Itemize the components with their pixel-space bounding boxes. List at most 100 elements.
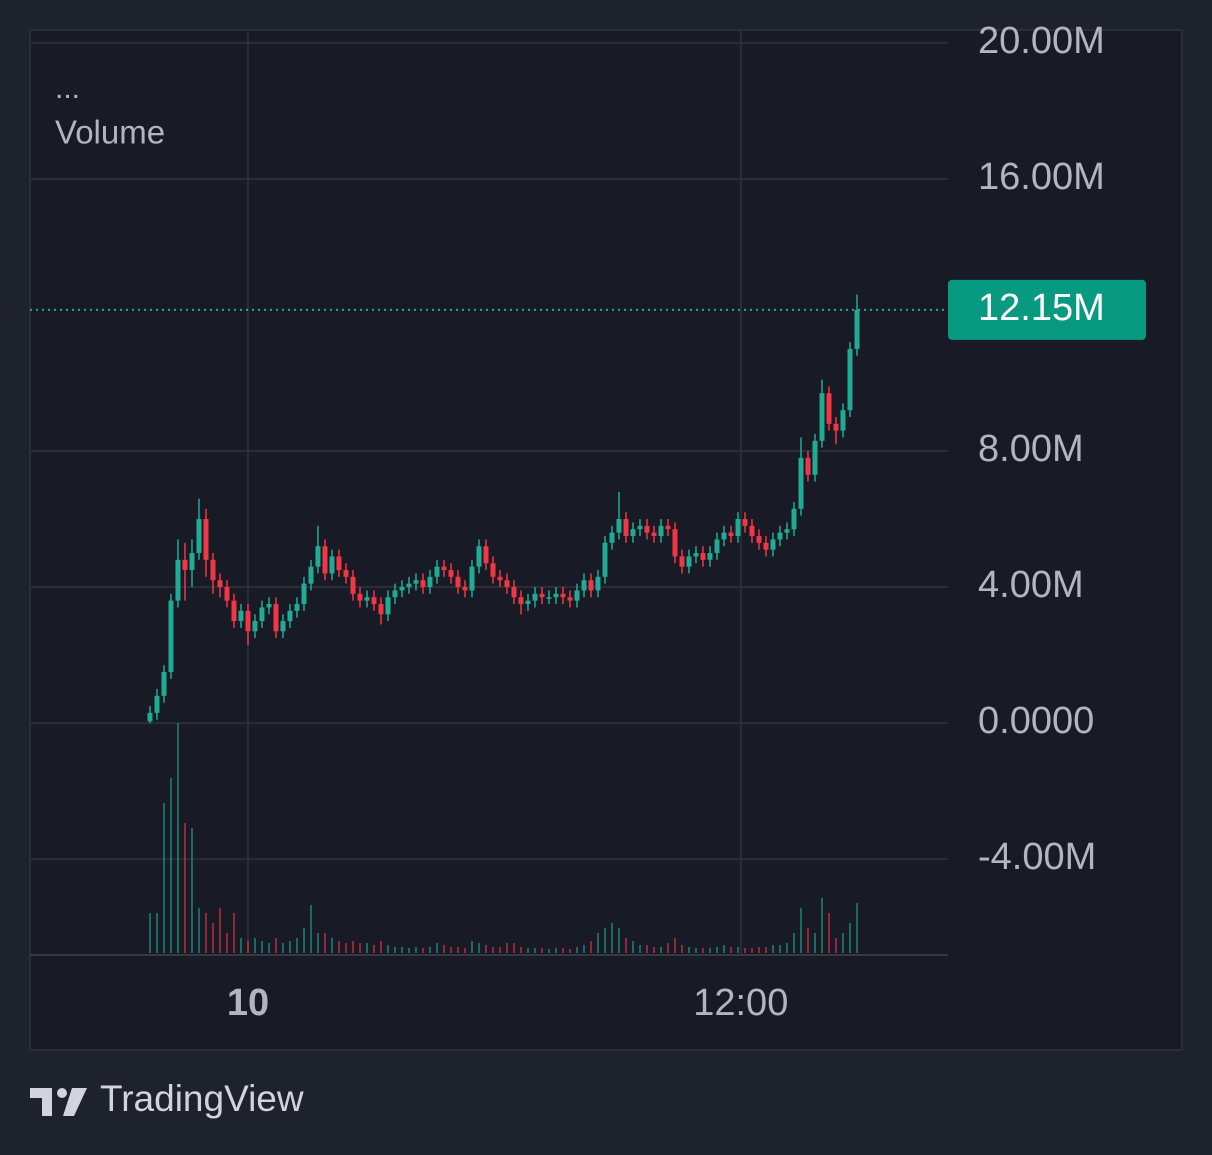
volume-bar (771, 945, 774, 953)
candle-body (497, 576, 503, 581)
volume-bar (407, 948, 410, 953)
candle-body (196, 519, 202, 554)
candle-body (672, 529, 678, 557)
volume-bar (463, 948, 466, 953)
y-tick-label: 0.0000 (978, 700, 1094, 742)
volume-bar (414, 947, 417, 953)
volume-bar (624, 938, 627, 953)
candle-body (329, 556, 335, 574)
x-tick-label: 12:00 (693, 982, 788, 1024)
candle-body (595, 576, 601, 591)
volume-bar (498, 947, 501, 953)
volume-legend: Volume (55, 114, 165, 151)
candle-body (833, 423, 839, 431)
volume-bar (442, 945, 445, 953)
volume-bar (652, 947, 655, 953)
volume-bar (603, 928, 606, 953)
candle-body (742, 519, 748, 526)
volume-bar (533, 948, 536, 953)
candle-body (175, 559, 181, 601)
candle-body (280, 621, 286, 632)
volume-bar (302, 928, 305, 953)
candle-body (574, 590, 580, 601)
volume-bar (778, 945, 781, 953)
last-price-badge (948, 279, 1146, 340)
volume-bar (680, 945, 683, 953)
volume-bar (344, 943, 347, 953)
candle-body (553, 593, 559, 598)
candle-body (371, 597, 377, 605)
legend-menu[interactable]: ... (55, 72, 80, 105)
volume-bar (806, 928, 809, 953)
candle-body (539, 593, 545, 598)
volume-bar (176, 723, 179, 953)
volume-bar (589, 941, 592, 953)
volume-bar (260, 941, 263, 953)
volume-bar (708, 948, 711, 953)
candle-body (805, 457, 811, 475)
candle-body (378, 604, 384, 615)
volume-bar (750, 948, 753, 953)
volume-bar (351, 941, 354, 953)
candle-body (749, 525, 755, 537)
volume-bar (379, 941, 382, 953)
candle-body (147, 712, 153, 722)
candle-body (812, 440, 818, 475)
candle-body (245, 610, 251, 632)
volume-bar (582, 945, 585, 953)
volume-bar (834, 938, 837, 953)
volume-bar (855, 903, 858, 953)
volume-bar (799, 908, 802, 953)
candle-body (679, 556, 685, 567)
volume-bar (190, 828, 193, 953)
volume-bar (596, 933, 599, 953)
volume-bar (428, 947, 431, 953)
candle-body (714, 539, 720, 554)
y-tick-label: 20.00M (978, 20, 1105, 62)
volume-bar (659, 947, 662, 953)
candle-body (413, 580, 419, 584)
volume-bar (743, 948, 746, 953)
volume-bar (232, 913, 235, 953)
volume-bar (757, 947, 760, 953)
candle-body (350, 576, 356, 594)
volume-bar (246, 941, 249, 953)
volume-bar (225, 933, 228, 953)
volume-bar (785, 943, 788, 953)
candle-body (686, 556, 692, 567)
volume-bar (169, 778, 172, 953)
volume-bar (645, 945, 648, 953)
volume-bar (435, 943, 438, 953)
candle-body (434, 566, 440, 577)
volume-bar (715, 947, 718, 953)
candle-body (784, 529, 790, 533)
volume-bar (729, 947, 732, 953)
volume-bar (400, 947, 403, 953)
candle-body (546, 597, 552, 599)
volume-bar (813, 933, 816, 953)
volume-bar (372, 945, 375, 953)
candle-body (623, 519, 629, 537)
y-tick-label: 8.00M (978, 428, 1084, 470)
volume-bar (316, 933, 319, 953)
candle-body (651, 532, 657, 537)
volume-bar (554, 948, 557, 953)
candle-body (665, 525, 671, 530)
candle-body (427, 576, 433, 588)
volume-bar (456, 947, 459, 953)
volume-bar (694, 948, 697, 953)
candle-body (777, 532, 783, 540)
y-tick-label: 16.00M (978, 156, 1105, 198)
volume-bar (330, 938, 333, 953)
candle-body (287, 610, 293, 622)
candle-body (560, 593, 566, 598)
candle-body (798, 457, 804, 509)
volume-bar (687, 947, 690, 953)
candle-body (441, 566, 447, 571)
candle-body (406, 583, 412, 588)
volume-bar (519, 947, 522, 953)
volume-bar (848, 923, 851, 953)
candle-body (616, 519, 622, 533)
candle-body (609, 532, 615, 543)
brand: TradingView (100, 1078, 304, 1119)
